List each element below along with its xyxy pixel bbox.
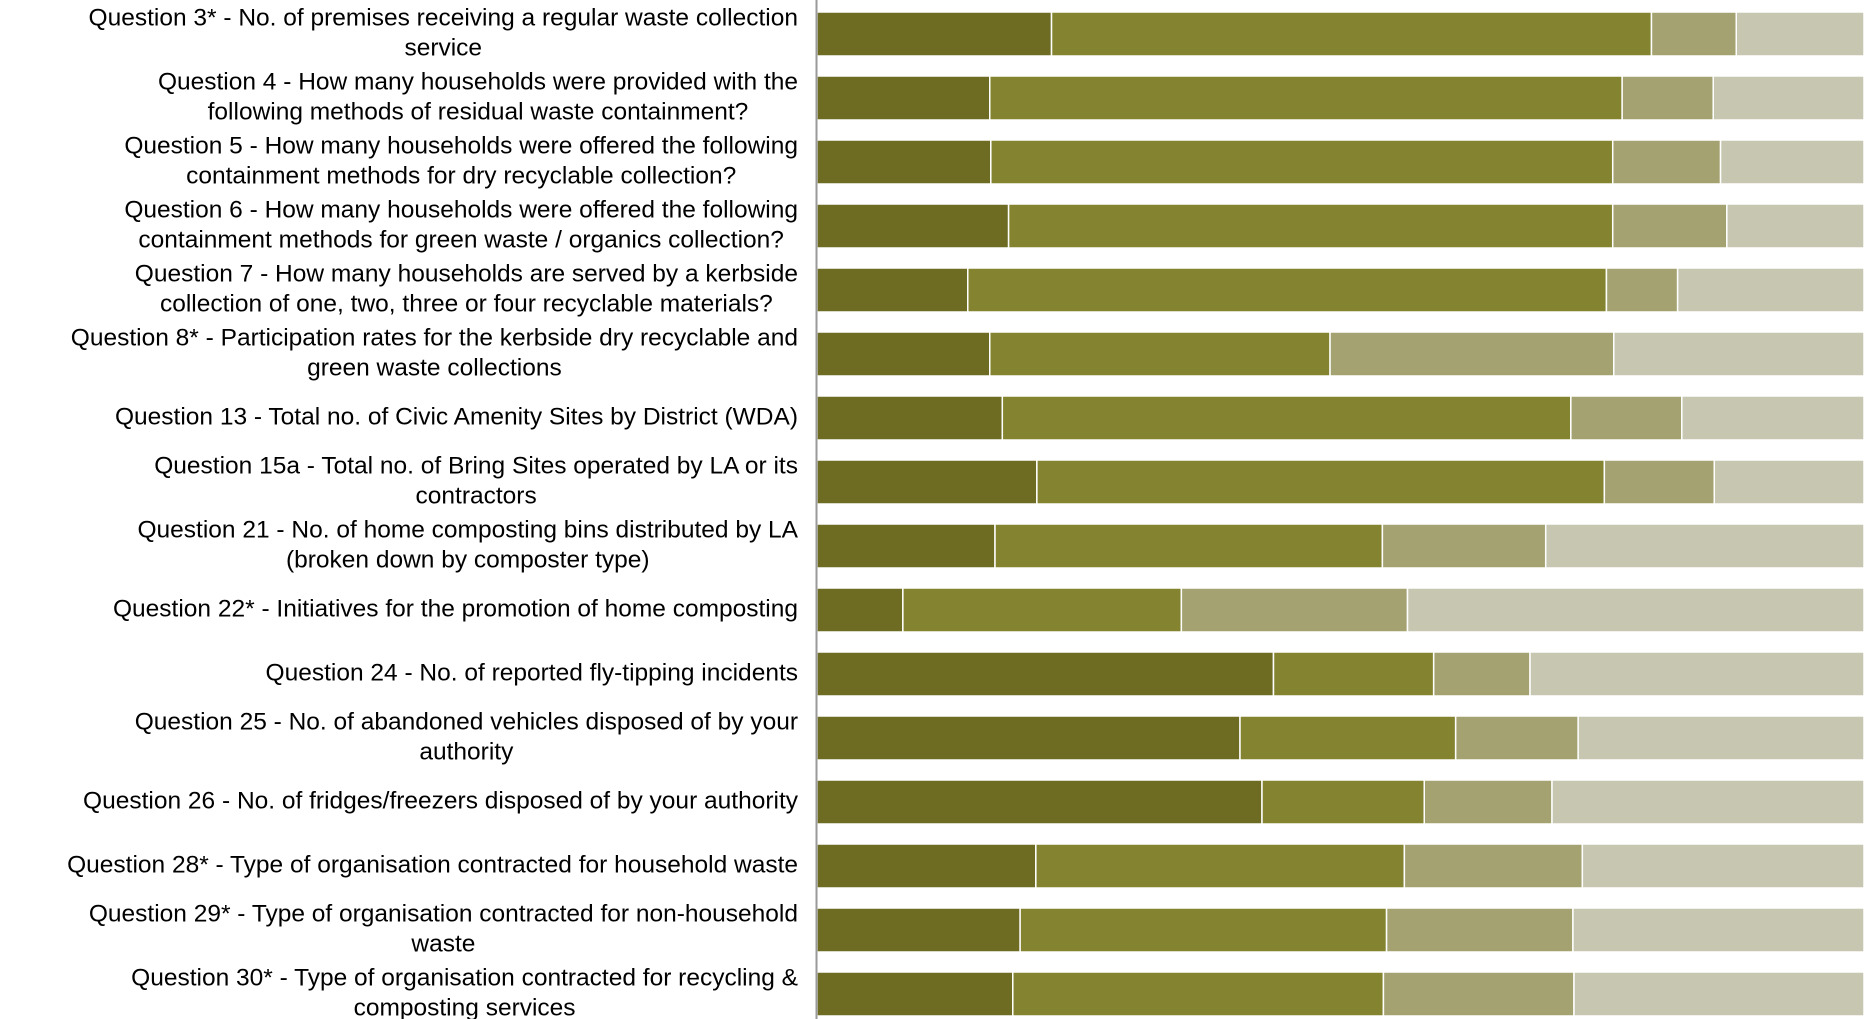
bar-segment xyxy=(1454,715,1579,761)
category-label: containment methods for dry recyclable c… xyxy=(186,162,736,189)
bar-segment xyxy=(1735,11,1864,57)
category-label: Question 28* - Type of organisation cont… xyxy=(67,851,798,878)
category-label: Question 29* - Type of organisation cont… xyxy=(89,900,798,927)
bar-segment xyxy=(1726,203,1864,249)
bar-segment xyxy=(816,459,1038,505)
category-label: collection of one, two, three or four re… xyxy=(160,290,773,317)
category-label: green waste collections xyxy=(307,354,562,381)
bar-segment xyxy=(1581,843,1864,889)
bar-segment xyxy=(1573,971,1864,1017)
bar-segment xyxy=(1611,139,1722,185)
bar-segment xyxy=(1261,779,1426,825)
bar-segment xyxy=(1035,843,1406,889)
bar-segment xyxy=(816,907,1021,953)
bar-segment xyxy=(1423,779,1553,825)
bar-segment xyxy=(816,587,904,633)
bar-segment xyxy=(1019,907,1388,953)
bar-segment xyxy=(1611,203,1728,249)
category-label: contractors xyxy=(416,482,537,509)
bar-segment xyxy=(816,267,969,313)
bar-segment xyxy=(1385,907,1574,953)
bar-segment xyxy=(1681,395,1864,441)
category-label: Question 3* - No. of premises receiving … xyxy=(89,4,798,31)
bar-segment xyxy=(1577,715,1864,761)
bar-segment xyxy=(902,587,1183,633)
bar-segment xyxy=(1382,971,1575,1017)
category-label: Question 7 - How many households are ser… xyxy=(135,260,798,287)
bar-segment xyxy=(1572,907,1864,953)
category-label: following methods of residual waste cont… xyxy=(208,98,749,125)
bar-segment xyxy=(1605,267,1679,313)
category-label: Question 13 - Total no. of Civic Amenity… xyxy=(115,403,798,430)
bar-segment xyxy=(1403,843,1584,889)
category-label: waste xyxy=(410,930,475,957)
bar-segment xyxy=(1676,267,1864,313)
bar-segments xyxy=(816,11,1864,1017)
bar-segment xyxy=(816,715,1241,761)
category-label: Question 25 - No. of abandoned vehicles … xyxy=(135,708,798,735)
category-label: Question 21 - No. of home composting bin… xyxy=(138,516,799,543)
bar-segment xyxy=(1713,459,1864,505)
bar-segment xyxy=(816,779,1263,825)
bar-segment xyxy=(1570,395,1683,441)
bar-segment xyxy=(1621,75,1714,121)
bar-segment xyxy=(1050,11,1653,57)
bar-segment xyxy=(1007,203,1614,249)
bar-segment xyxy=(990,139,1614,185)
bar-segment xyxy=(1529,651,1864,697)
bar-segment xyxy=(816,331,991,377)
category-label: Question 6 - How many households were of… xyxy=(124,196,798,223)
category-label: authority xyxy=(419,738,514,765)
bar-segment xyxy=(1239,715,1457,761)
bar-segment xyxy=(1012,971,1385,1017)
bar-segment xyxy=(1432,651,1531,697)
bar-segment xyxy=(1406,587,1864,633)
bar-segment xyxy=(1544,523,1864,569)
bar-segment xyxy=(1001,395,1572,441)
category-label: Question 22* - Initiatives for the promo… xyxy=(113,595,798,622)
category-label: (broken down by composter type) xyxy=(286,546,650,573)
bar-segment xyxy=(1613,331,1864,377)
bar-segment xyxy=(989,75,1623,121)
bar-segment xyxy=(1036,459,1606,505)
bar-segment xyxy=(816,843,1037,889)
category-label: Question 15a - Total no. of Bring Sites … xyxy=(154,452,798,479)
category-label: Question 26 - No. of fridges/freezers di… xyxy=(83,787,799,814)
bar-segment xyxy=(816,971,1014,1017)
category-label: Question 5 - How many households were of… xyxy=(124,132,798,159)
category-label: composting services xyxy=(354,994,576,1019)
bar-segment xyxy=(816,395,1004,441)
category-label: Question 8* - Participation rates for th… xyxy=(71,324,798,351)
bar-segment xyxy=(989,331,1331,377)
bar-segment xyxy=(1719,139,1864,185)
bar-segment xyxy=(1603,459,1716,505)
bar-segment xyxy=(816,75,991,121)
bar-segment xyxy=(816,11,1053,57)
bar-segment xyxy=(816,523,996,569)
bar-segment xyxy=(994,523,1384,569)
bar-segment xyxy=(816,203,1010,249)
bar-segment xyxy=(816,139,992,185)
bar-segment xyxy=(816,651,1275,697)
category-label: Question 4 - How many households were pr… xyxy=(158,68,798,95)
bar-segment xyxy=(1712,75,1864,121)
bar-segment xyxy=(1650,11,1738,57)
bar-segment xyxy=(1272,651,1435,697)
category-label: Question 24 - No. of reported fly-tippin… xyxy=(266,659,798,686)
bar-segment xyxy=(1180,587,1409,633)
bar-segment xyxy=(1329,331,1615,377)
bar-segment xyxy=(967,267,1608,313)
bar-segment xyxy=(1381,523,1547,569)
bar-segment xyxy=(1551,779,1864,825)
category-labels: Question 3* - No. of premises receiving … xyxy=(67,4,799,1019)
category-label: containment methods for green waste / or… xyxy=(138,226,784,253)
category-label: service xyxy=(404,34,482,61)
category-label: Question 30* - Type of organisation cont… xyxy=(131,964,798,991)
